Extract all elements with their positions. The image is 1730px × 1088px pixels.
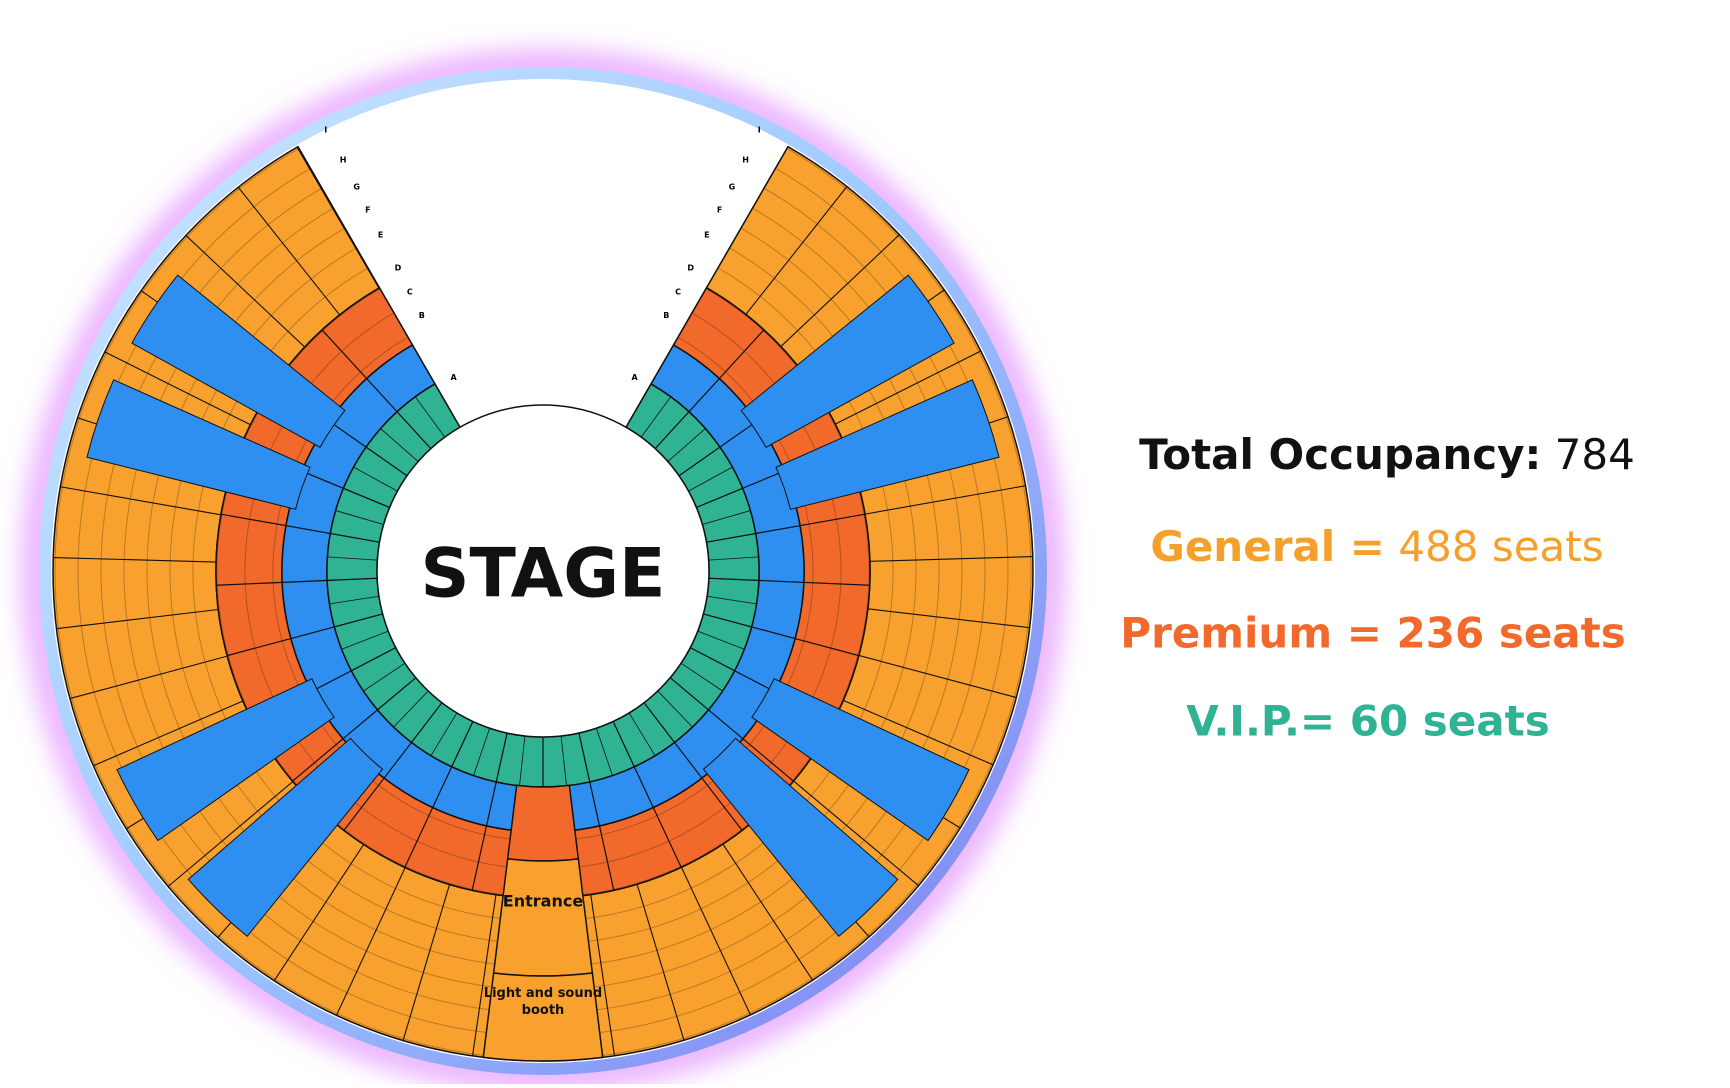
row-label: B [419, 311, 425, 320]
booth-box: Light and sound booth [483, 985, 603, 1029]
entrance-block [508, 785, 579, 861]
general-line: General = 488 seats [1150, 522, 1603, 571]
vip-line: V.I.P.= 60 seats [1186, 697, 1549, 746]
row-label: I [324, 125, 327, 134]
row-label: E [704, 231, 709, 240]
booth-label: Light and sound booth [483, 985, 603, 1019]
total-label: Total Occupancy: [1139, 430, 1541, 479]
row-label: I [758, 125, 761, 134]
entrance-hall [494, 859, 593, 976]
total-line: Total Occupancy: 784 [1139, 430, 1635, 479]
general-value: 488 seats [1398, 522, 1603, 571]
entrance-label: Entrance [503, 892, 584, 911]
premium-line: Premium = 236 seats [1120, 609, 1625, 658]
row-label: C [675, 288, 681, 297]
row-label: H [340, 156, 347, 165]
row-label: A [632, 373, 639, 382]
row-label: G [729, 182, 736, 191]
row-label: C [407, 288, 413, 297]
stage-label: STAGE [421, 535, 666, 614]
row-label: B [663, 311, 669, 320]
general-label: General = [1150, 522, 1385, 571]
row-label: G [353, 182, 360, 191]
summary: Total Occupancy: 784 General = 488 seats… [1120, 430, 1635, 746]
row-label: E [378, 231, 383, 240]
total-value: 784 [1555, 430, 1635, 479]
row-label: D [687, 264, 694, 273]
row-label: D [395, 264, 402, 273]
row-label: F [365, 206, 370, 215]
row-label: H [742, 156, 749, 165]
row-label: F [717, 206, 722, 215]
row-label: A [450, 373, 457, 382]
